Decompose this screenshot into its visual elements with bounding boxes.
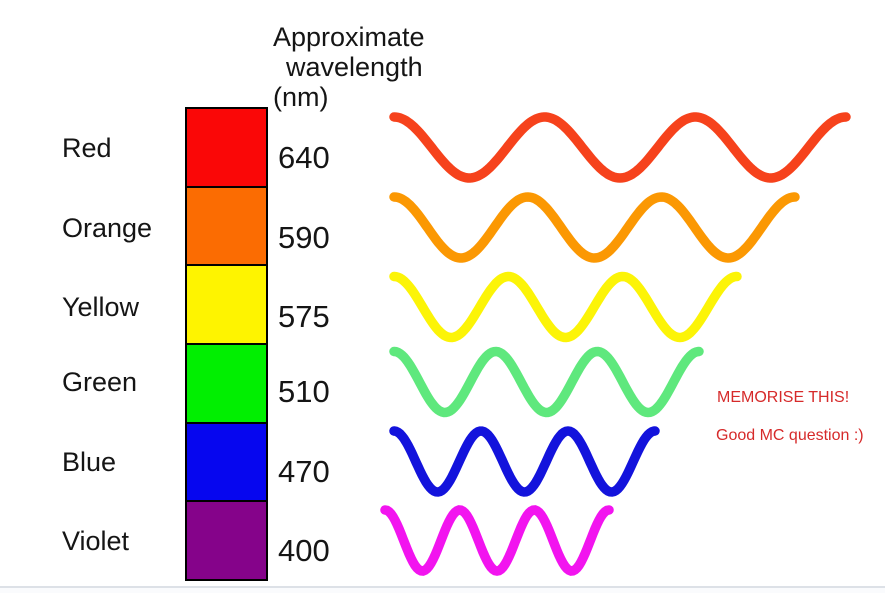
- color-label-blue: Blue: [62, 446, 117, 477]
- header-line-2: wavelength: [286, 52, 423, 82]
- wavelength-value-orange: 590: [278, 219, 330, 255]
- sine-wave-green: [389, 346, 704, 418]
- wavelength-value-blue: 470: [278, 453, 330, 489]
- color-label-violet: Violet: [62, 525, 130, 556]
- sine-wave-yellow: [389, 271, 742, 343]
- color-swatch-yellow: [187, 266, 266, 346]
- color-swatch-green: [187, 345, 266, 424]
- color-swatch-violet: [187, 502, 266, 580]
- mc-question-note: Good MC question :): [716, 427, 864, 444]
- wavelength-value-red: 640: [278, 139, 330, 175]
- sine-wave-blue: [389, 426, 660, 497]
- header-line-1: Approximate: [273, 22, 425, 52]
- bottom-divider-line: [0, 586, 885, 588]
- wavelength-column-header: Approximate wavelength (nm): [273, 22, 425, 112]
- color-label-orange: Orange: [62, 212, 153, 243]
- color-swatch-blue: [187, 423, 266, 503]
- color-swatch-orange: [187, 187, 266, 267]
- header-line-3: (nm): [273, 82, 329, 112]
- color-label-red: Red: [62, 132, 112, 163]
- bottom-edge-strip: [0, 588, 885, 593]
- color-label-yellow: Yellow: [62, 292, 140, 322]
- wavelength-value-green: 510: [278, 374, 330, 409]
- sine-wave-orange: [389, 192, 800, 263]
- color-label-green: Green: [62, 367, 138, 397]
- color-swatch-red: [187, 109, 266, 188]
- memorise-note: MEMORISE THIS!: [717, 389, 850, 406]
- sine-wave-red: [389, 112, 851, 183]
- wavelength-value-yellow: 575: [278, 299, 330, 334]
- wavelength-value-violet: 400: [278, 532, 330, 568]
- sine-wave-violet: [380, 505, 614, 576]
- color-swatch-column: [185, 107, 268, 581]
